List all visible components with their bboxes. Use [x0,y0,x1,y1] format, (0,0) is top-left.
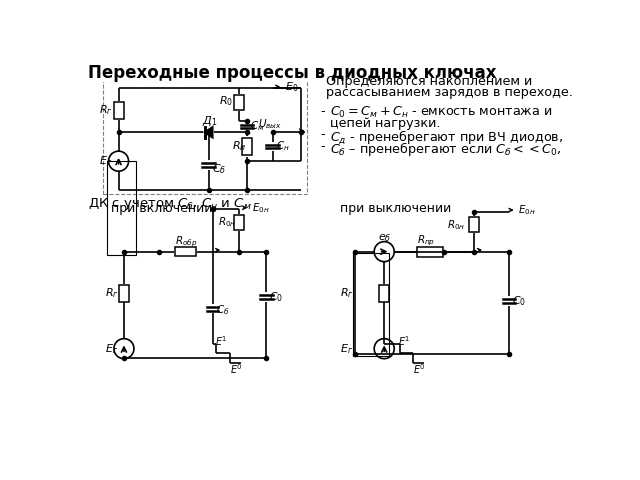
Text: при выключении: при выключении [340,202,451,215]
Text: $Д_1$: $Д_1$ [202,115,218,128]
Text: $E_{0н}$: $E_{0н}$ [252,201,269,215]
Text: $C_б$: $C_б$ [216,303,229,317]
Text: $E^1$: $E^1$ [215,334,227,348]
Bar [175,247,196,256]
Text: рассасыванием зарядов в переходе.: рассасыванием зарядов в переходе. [326,86,573,99]
Text: $R_{0н}$: $R_{0н}$ [218,216,236,229]
Bar [234,215,244,230]
Text: $E^1$: $E^1$ [398,334,411,348]
Text: $C_б$: $C_б$ [212,162,227,176]
Bar [107,161,136,255]
Text: $E_{0н}$: $E_{0н}$ [518,203,536,217]
Text: $E_0$: $E_0$ [285,80,298,94]
Text: $C_0 = C_м+C_н$ - емкость монтажа и: $C_0 = C_м+C_н$ - емкость монтажа и [330,105,552,120]
Text: $R_{пр}$: $R_{пр}$ [417,234,435,248]
Bar [417,247,443,257]
Text: $C_0$: $C_0$ [512,294,526,308]
Polygon shape [205,127,212,137]
Text: $e_б$: $e_б$ [378,232,392,244]
Text: $C_н$: $C_н$ [276,140,289,154]
Text: ДК с учетом $C_б$, $C_н$ и $C_м$: ДК с учетом $C_б$, $C_н$ и $C_м$ [88,196,252,212]
Text: $C_0$: $C_0$ [269,290,284,304]
Text: $R_г$: $R_г$ [99,104,113,117]
Bar [353,253,389,356]
Bar [113,102,124,119]
Bar [234,95,244,110]
Text: $R_0$: $R_0$ [220,95,234,108]
Bar [103,81,307,194]
Bar [469,217,479,232]
Text: цепей нагрузки.: цепей нагрузки. [330,117,440,130]
Text: $E_г$: $E_г$ [99,154,113,168]
Text: $R_и$: $R_и$ [232,140,246,154]
Text: $R_г$: $R_г$ [340,286,353,300]
Bar [119,285,129,302]
Text: $C_б$ – пренебрегают если $C_б << C_0$,: $C_б$ – пренебрегают если $C_б << C_0$, [330,140,561,158]
Text: $E^0$: $E^0$ [413,362,426,375]
Text: Переходные процессы в диодных ключах: Переходные процессы в диодных ключах [88,64,496,82]
Text: $R_г$: $R_г$ [105,286,118,300]
Text: $U_{вых}$: $U_{вых}$ [258,118,282,132]
Text: $R_{0н}$: $R_{0н}$ [447,218,466,231]
Text: -: - [320,105,325,119]
Text: $R_{обр}$: $R_{обр}$ [175,234,197,249]
Text: $C_м$: $C_м$ [250,120,265,133]
Text: Определяются накоплением и: Определяются накоплением и [326,74,532,87]
Bar [380,285,389,302]
Text: $C_д$ - пренебрегают при ВЧ диодов,: $C_д$ - пренебрегают при ВЧ диодов, [330,129,563,146]
Text: -: - [320,129,325,142]
Text: -: - [320,140,325,153]
Text: $E^0$: $E^0$ [230,362,243,375]
Text: $E_г$: $E_г$ [105,342,118,356]
Bar [242,138,252,155]
Text: при включении: при включении [111,202,212,215]
Text: $E_г$: $E_г$ [340,342,353,356]
